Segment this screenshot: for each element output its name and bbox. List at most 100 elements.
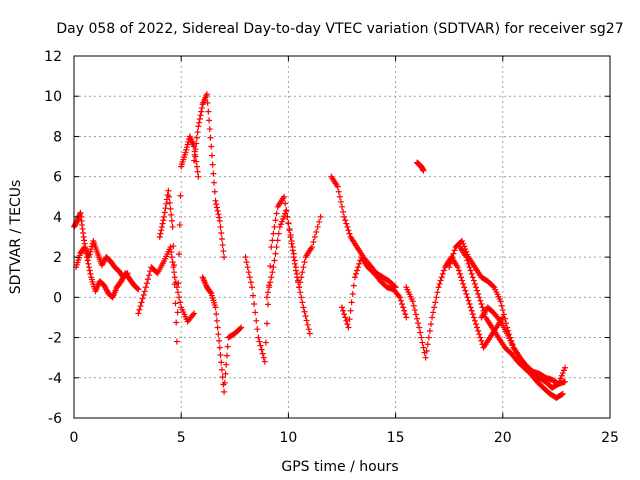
- data-point: [271, 257, 278, 264]
- data-point: [203, 91, 210, 98]
- data-point: [217, 223, 224, 230]
- data-point: [220, 248, 227, 255]
- data-point: [430, 309, 437, 316]
- data-point: [169, 223, 176, 230]
- data-point: [447, 260, 454, 267]
- data-point: [343, 220, 350, 227]
- data-point: [191, 151, 198, 158]
- data-point: [339, 304, 345, 311]
- y-tick-label: 10: [44, 89, 62, 105]
- data-point: [282, 200, 289, 207]
- y-axis-label: SDTVAR / TECUs: [8, 180, 24, 295]
- data-point: [475, 290, 482, 297]
- data-point: [171, 281, 178, 288]
- data-point: [193, 163, 200, 170]
- data-point: [204, 99, 211, 106]
- data-point: [469, 274, 476, 281]
- data-point: [308, 244, 315, 251]
- data-point: [342, 314, 349, 321]
- data-point: [171, 274, 178, 281]
- data-point: [432, 299, 439, 306]
- data-point: [218, 236, 225, 243]
- data-point: [157, 230, 164, 237]
- data-point: [263, 320, 270, 327]
- data-point: [213, 317, 220, 324]
- data-point: [420, 344, 427, 351]
- data-point: [158, 223, 165, 230]
- data-point: [84, 257, 91, 264]
- data-point: [299, 299, 306, 306]
- data-point: [141, 288, 148, 295]
- data-point: [218, 359, 225, 366]
- data-point: [498, 302, 505, 309]
- data-point: [280, 215, 287, 222]
- data-point: [469, 311, 476, 318]
- data-point: [316, 218, 323, 225]
- data-point: [346, 316, 353, 323]
- data-point: [224, 343, 231, 350]
- data-point: [205, 108, 212, 115]
- data-point: [273, 210, 280, 217]
- data-point: [560, 367, 567, 374]
- data-point: [341, 213, 348, 220]
- data-point: [267, 279, 274, 286]
- data-point: [171, 269, 178, 276]
- data-point: [356, 260, 363, 267]
- data-point: [397, 297, 404, 304]
- data-point: [296, 284, 303, 291]
- data-point: [268, 274, 275, 281]
- data-point: [559, 370, 566, 377]
- data-point: [436, 280, 443, 287]
- data-point: [213, 204, 220, 211]
- data-point: [88, 246, 95, 253]
- data-point: [355, 264, 362, 271]
- data-point: [243, 259, 250, 266]
- data-point: [478, 337, 485, 344]
- data-point: [208, 152, 215, 159]
- data-point: [422, 354, 429, 361]
- data-point: [420, 167, 427, 174]
- data-point: [182, 149, 189, 156]
- data-point: [163, 200, 170, 207]
- data-point: [142, 284, 149, 291]
- data-point: [221, 388, 228, 395]
- data-point: [345, 227, 352, 234]
- data-point: [401, 307, 408, 314]
- axis-ticks: [73, 55, 611, 419]
- data-point: [402, 311, 409, 318]
- data-point: [212, 304, 219, 311]
- data-point: [354, 267, 361, 274]
- data-point: [135, 310, 142, 317]
- y-tick-label: 8: [53, 129, 62, 145]
- data-point: [267, 263, 274, 270]
- data-point: [212, 197, 219, 204]
- data-point: [269, 269, 276, 276]
- data-point: [140, 291, 147, 298]
- data-point: [191, 310, 198, 317]
- data-point: [425, 334, 432, 341]
- data-point: [257, 342, 264, 349]
- data-point: [270, 230, 277, 237]
- data-point: [193, 140, 200, 147]
- data-point: [558, 391, 565, 398]
- data-point: [343, 317, 350, 324]
- data-point: [559, 390, 566, 397]
- data-point: [252, 309, 259, 316]
- y-tick-label: -4: [48, 371, 62, 387]
- data-point: [261, 358, 268, 365]
- data-point: [468, 270, 475, 277]
- data-point: [300, 264, 307, 271]
- data-point: [161, 209, 168, 216]
- data-point: [162, 205, 169, 212]
- data-point: [352, 270, 359, 277]
- data-point: [272, 250, 279, 257]
- data-point: [191, 157, 198, 164]
- data-point: [167, 205, 174, 212]
- data-point: [303, 317, 310, 324]
- data-point: [473, 284, 479, 291]
- data-point: [137, 303, 144, 310]
- data-point: [348, 299, 355, 306]
- x-tick-label: 20: [494, 430, 512, 446]
- data-point: [429, 314, 436, 321]
- data-point: [213, 201, 220, 208]
